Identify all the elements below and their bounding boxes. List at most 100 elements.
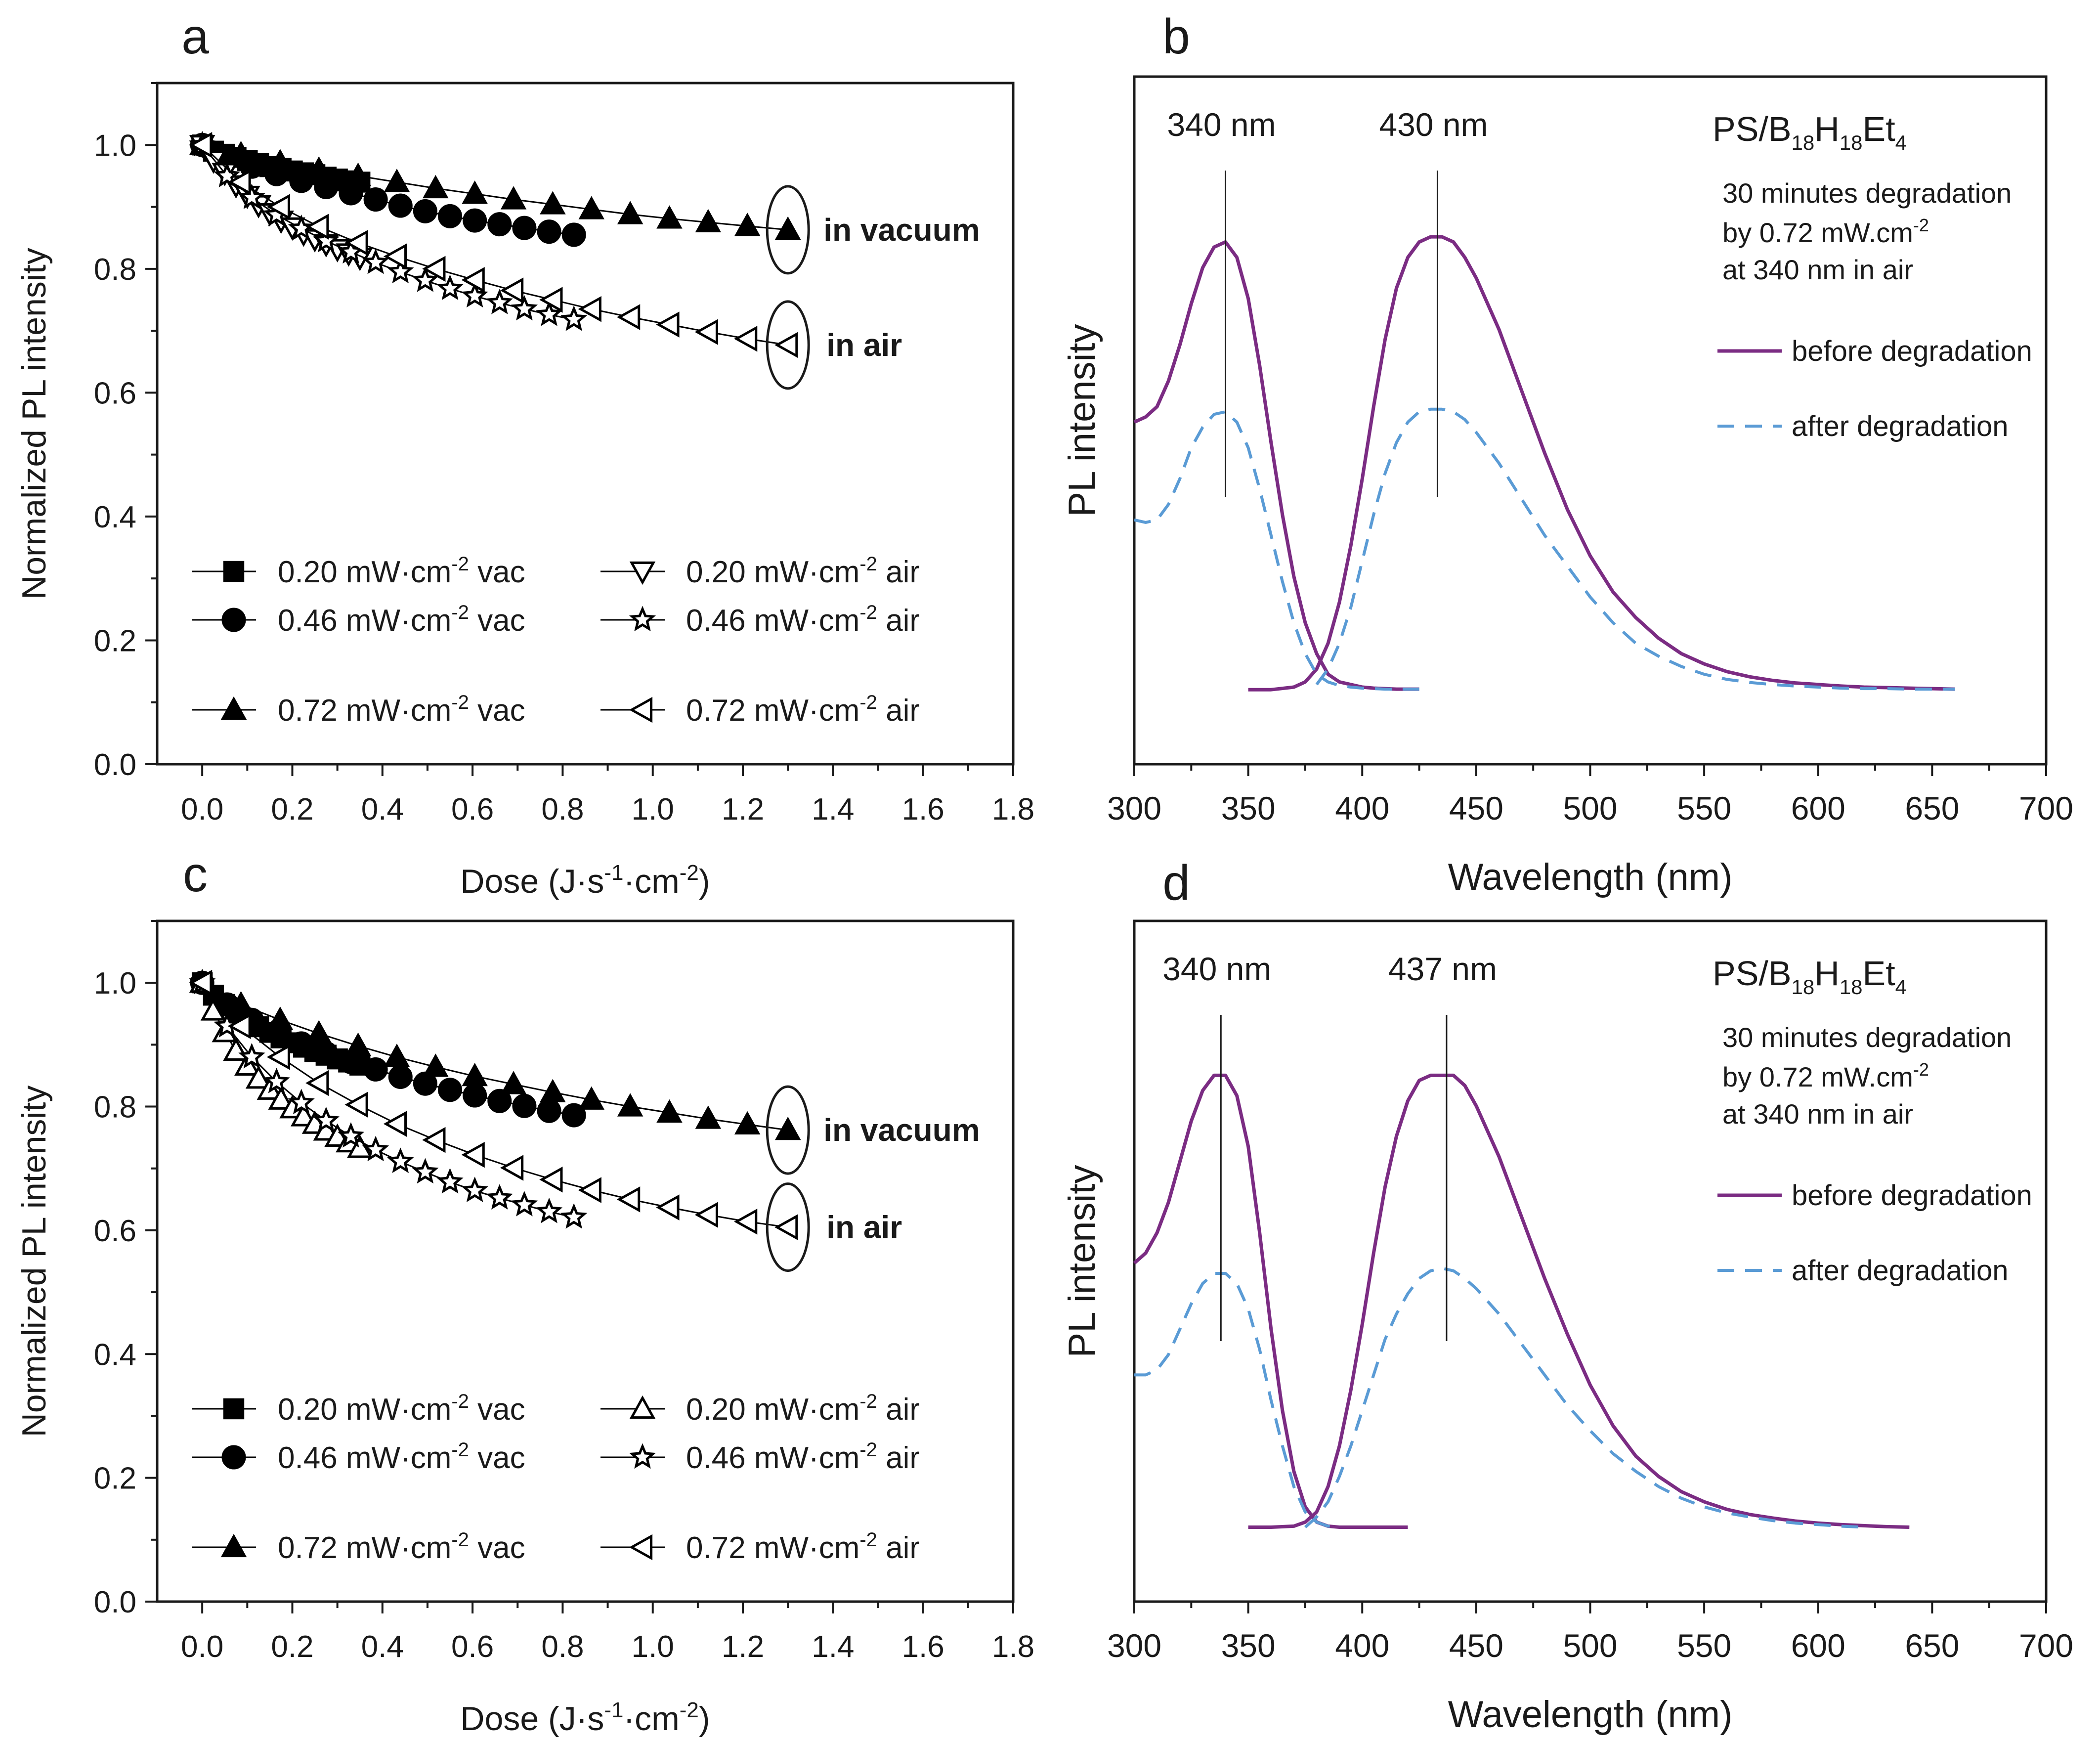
- panel-c-point-0-72-mw-cm-air: [734, 1209, 758, 1235]
- panel-a-point-0-46-mw-cm-vac: [388, 193, 413, 218]
- panel-a-point-0-72-mw-cm-vac: [656, 205, 683, 229]
- panel-c-legend-marker-0-20-mw-cm-vac: [223, 1398, 245, 1420]
- panel-c-ellipse-vacuum: [766, 1085, 810, 1175]
- panel-a-point-0-46-mw-cm-air: [536, 300, 563, 326]
- panel-b-curve-after-degradation-2: [1134, 410, 1419, 691]
- panel-d-x-tick-label: 550: [1677, 1627, 1731, 1664]
- panel-c-point-0-46-mw-cm-air: [238, 1043, 265, 1069]
- panel-c-point-0-46-mw-cm-air: [560, 1203, 588, 1229]
- panel-c-y-tick-label: 1.0: [94, 966, 136, 1001]
- panel-a-x-tick-label: 1.8: [992, 792, 1034, 827]
- panel-b-legend-label-before: before degradation: [1792, 335, 2032, 367]
- panel-c-point-0-46-mw-cm-vac: [388, 1064, 413, 1089]
- panel-a-point-0-72-mw-cm-air: [656, 311, 680, 338]
- panel-c-point-0-72-mw-cm-air: [383, 1111, 407, 1137]
- panel-a-point-0-46-mw-cm-vac: [487, 212, 512, 237]
- panel-c-x-tick-label: 0.2: [271, 1630, 313, 1664]
- panel-d-info-line-2: at 340 nm in air: [1722, 1098, 1913, 1130]
- panel-c-point-0-72-mw-cm-air: [344, 1091, 368, 1118]
- panel-a-point-0-46-mw-cm-vac: [438, 204, 463, 228]
- panel-a-point-0-72-mw-cm-air: [539, 287, 563, 313]
- panel-a-point-0-72-mw-cm-air: [344, 229, 368, 256]
- panel-c-legend-marker-0-72-mw-cm-vac: [220, 1533, 247, 1558]
- panel-c-legend-marker-0-46-mw-cm-air: [629, 1443, 656, 1469]
- panel-c-point-0-46-mw-cm-vac: [512, 1093, 537, 1118]
- panel-a-point-0-46-mw-cm-vac: [363, 187, 388, 212]
- panel-d-curve-after-degradation-2: [1134, 1272, 1340, 1529]
- panel-a-x-tick-label: 1.4: [812, 792, 854, 827]
- panel-a-point-0-72-mw-cm-vac: [734, 213, 761, 236]
- panel-d-x-tick-label: 400: [1335, 1627, 1389, 1664]
- panel-d-info-line-1: by 0.72 mW.cm-2: [1722, 1059, 1929, 1092]
- panel-a-y-tick-label: 0.8: [94, 253, 136, 287]
- panel-c-x-tick-label: 0.6: [451, 1630, 494, 1664]
- panel-c-point-0-46-mw-cm-vac: [463, 1083, 487, 1108]
- panel-a-point-0-46-mw-cm-air: [560, 305, 588, 331]
- panel-c-point-0-72-mw-cm-air: [422, 1127, 446, 1153]
- panel-a-ellipse-air: [766, 300, 810, 390]
- panel-a-legend-marker-0-20-mw-cm-vac: [223, 561, 245, 582]
- panel-c-point-0-72-mw-cm-air: [500, 1155, 524, 1181]
- panel-a-y-tick-label: 0.6: [94, 376, 136, 410]
- panel-b-x-tick-label: 600: [1791, 790, 1845, 827]
- panel-a-ellipse-vacuum: [766, 185, 810, 275]
- panel-a-x-tick-label: 1.2: [722, 792, 764, 827]
- panel-a-point-0-72-mw-cm-vac: [462, 180, 488, 204]
- panel-c-point-0-72-mw-cm-vac: [540, 1079, 566, 1102]
- panel-c-point-0-20-mw-cm-air: [268, 1086, 294, 1110]
- panel-c-series-line-0-46-mw-cm-air: [201, 982, 574, 1219]
- panel-a-legend-label-0-46-mw-cm-air: 0.46 mW·cm-2 air: [686, 602, 920, 638]
- panel-a-y-tick-label: 1.0: [94, 129, 136, 163]
- panel-a-point-0-72-mw-cm-air: [500, 277, 524, 304]
- panel-a-point-0-72-mw-cm-vac: [774, 216, 801, 240]
- panel-c-point-0-46-mw-cm-vac: [363, 1057, 388, 1082]
- panel-a-point-0-72-mw-cm-air: [227, 169, 251, 195]
- panel-c-point-0-72-mw-cm-vac: [228, 991, 254, 1015]
- panel-b-x-tick-label: 450: [1449, 790, 1503, 827]
- panel-d-x-tick-label: 350: [1221, 1627, 1276, 1664]
- panel-c-x-tick-label: 1.8: [992, 1630, 1034, 1664]
- panel-c-point-0-72-mw-cm-air: [539, 1167, 563, 1193]
- panel-c-x-tick-label: 0.4: [361, 1630, 404, 1664]
- panel-a-legend-marker-0-72-mw-cm-vac: [220, 696, 247, 720]
- panel-a-point-0-72-mw-cm-vac: [500, 186, 527, 210]
- panel-b-x-tick-label: 300: [1107, 790, 1161, 827]
- panel-d-peak-label-1: 437 nm: [1388, 951, 1497, 987]
- panel-b-x-tick-label: 700: [2019, 790, 2073, 827]
- panel-c-annotation-air: in air: [826, 1210, 902, 1245]
- panel-c-point-0-72-mw-cm-air: [305, 1070, 329, 1096]
- panel-a-point-0-46-mw-cm-vac: [289, 169, 314, 193]
- panel-a-point-0-72-mw-cm-air: [305, 214, 329, 240]
- panel-d-x-tick-label: 650: [1905, 1627, 1959, 1664]
- panel-c-x-axis-label: Dose (J·s-1·cm-2): [460, 1698, 710, 1738]
- panel-a-point-0-72-mw-cm-vac: [228, 140, 254, 165]
- panel-a-x-tick-label: 0.2: [271, 792, 313, 827]
- panel-a-point-0-72-mw-cm-air: [617, 304, 641, 330]
- panel-a-point-0-46-mw-cm-vac: [512, 216, 537, 240]
- panel-c-point-0-72-mw-cm-vac: [345, 1032, 371, 1056]
- panel-b-peak-label-1: 430 nm: [1379, 106, 1488, 143]
- panel-a-x-tick-label: 0.6: [451, 792, 494, 827]
- panel-a-x-tick-label: 1.0: [632, 792, 674, 827]
- panel-a-point-0-72-mw-cm-air: [189, 132, 213, 158]
- panel-c-y-axis-label: Normalized PL intensity: [15, 1086, 53, 1437]
- panel-c-point-0-72-mw-cm-vac: [306, 1020, 332, 1044]
- panel-d-peak-label-0: 340 nm: [1162, 951, 1271, 987]
- panel-a-series-line-0-46-mw-cm-air: [202, 144, 574, 320]
- panel-b-x-tick-label: 350: [1221, 790, 1276, 827]
- panel-c-point-0-46-mw-cm-vac: [537, 1098, 561, 1123]
- panel-a-y-axis-label: Normalized PL intensity: [15, 248, 53, 600]
- panel-d-x-tick-label: 600: [1791, 1627, 1845, 1664]
- panel-c-point-0-46-mw-cm-air: [412, 1158, 439, 1184]
- panel-c-point-0-72-mw-cm-vac: [617, 1093, 643, 1117]
- panel-c-legend-label-0-46-mw-cm-vac: 0.46 mW·cm-2 vac: [278, 1439, 525, 1475]
- panel-c-legend-marker-0-72-mw-cm-air: [629, 1534, 653, 1561]
- panel-a-point-0-72-mw-cm-vac: [695, 209, 722, 232]
- panel-c-x-tick-label: 1.6: [902, 1630, 944, 1664]
- panel-a-legend-marker-0-46-mw-cm-air: [629, 606, 656, 632]
- panel-c-y-tick-label: 0.2: [94, 1462, 136, 1496]
- panel-a-legend-label-0-46-mw-cm-vac: 0.46 mW·cm-2 vac: [278, 602, 525, 638]
- panel-a-point-0-46-mw-cm-vac: [561, 222, 586, 247]
- panel-b-y-axis-label: PL intensity: [1061, 324, 1103, 517]
- panel-c-x-tick-label: 0.8: [541, 1630, 584, 1664]
